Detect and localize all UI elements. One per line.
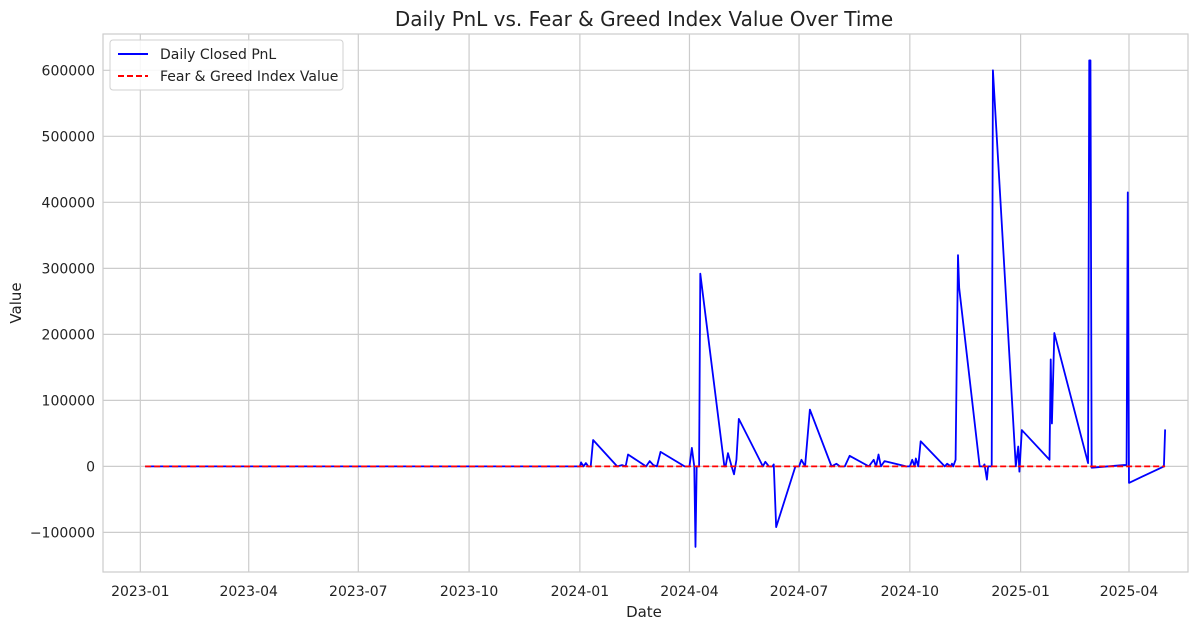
legend-label-pnl: Daily Closed PnL — [160, 47, 276, 63]
x-tick-label: 2024-07 — [770, 584, 829, 600]
x-tick-label: 2024-01 — [551, 584, 610, 600]
x-tick-label: 2023-10 — [440, 584, 499, 600]
x-tick-label: 2023-07 — [329, 584, 388, 600]
series-line-pnl — [145, 59, 1167, 548]
x-tick-labels: 2023-01 2023-04 2023-07 2023-10 2024-01 2024-… — [111, 584, 1158, 600]
y-tick-label: −100000 — [30, 525, 95, 541]
plot-area — [102, 33, 1189, 573]
legend: Daily Closed PnL Fear & Greed Index Valu… — [109, 39, 344, 91]
y-tick-label: 0 — [86, 459, 95, 475]
legend-box — [109, 39, 344, 91]
y-tick-label: 100000 — [42, 393, 95, 409]
x-tick-label: 2025-04 — [1100, 584, 1159, 600]
y-tick-label: 600000 — [42, 63, 95, 79]
y-tick-label: 400000 — [42, 195, 95, 211]
legend-label-fear-greed: Fear & Greed Index Value — [160, 69, 338, 85]
y-axis-label: Value — [7, 282, 25, 323]
chart-title: Daily PnL vs. Fear & Greed Index Value O… — [395, 7, 893, 31]
y-tick-labels: −100000 0 100000 200000 300000 400000 500000 60… — [30, 63, 95, 541]
y-tick-label: 300000 — [42, 261, 95, 277]
x-axis-label: Date — [626, 603, 662, 621]
y-tick-label: 500000 — [42, 129, 95, 145]
x-tick-label: 2024-10 — [881, 584, 940, 600]
x-tick-label: 2024-04 — [660, 584, 719, 600]
x-tick-label: 2023-04 — [219, 584, 278, 600]
series-group — [145, 59, 1167, 548]
y-tick-label: 200000 — [42, 327, 95, 343]
x-tick-label: 2025-01 — [991, 584, 1050, 600]
x-tick-label: 2023-01 — [111, 584, 170, 600]
